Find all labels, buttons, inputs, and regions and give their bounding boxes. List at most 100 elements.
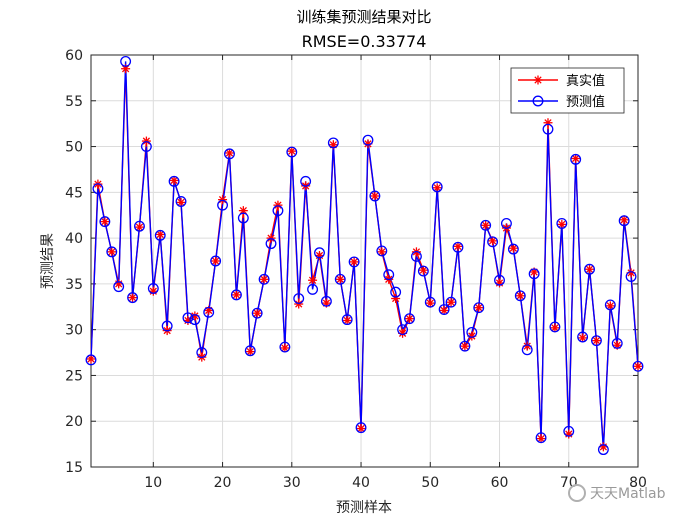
data-point-predicted — [369, 190, 381, 202]
data-point-predicted — [161, 320, 173, 332]
data-point-predicted — [147, 283, 159, 294]
data-point-predicted — [134, 220, 145, 232]
data-point-predicted — [618, 215, 630, 227]
data-point-actual — [211, 256, 221, 266]
data-point-predicted — [542, 123, 554, 135]
data-point-predicted — [556, 218, 568, 229]
legend-label-actual: 真实值 — [566, 73, 605, 89]
data-point-actual — [515, 291, 525, 301]
data-point-predicted — [320, 295, 332, 307]
data-point-actual — [349, 257, 359, 267]
data-point-predicted — [591, 335, 602, 347]
data-point-actual — [294, 299, 304, 309]
data-point-actual — [598, 442, 608, 452]
data-point-predicted — [334, 273, 346, 285]
legend-marker-predicted — [532, 95, 544, 107]
data-point-predicted — [272, 205, 284, 217]
data-point-actual — [224, 148, 234, 158]
data-point-predicted — [431, 181, 443, 193]
data-point-actual — [522, 341, 532, 351]
data-point-predicted — [348, 256, 360, 268]
data-point-predicted — [473, 302, 485, 314]
data-point-predicted — [570, 153, 582, 165]
data-point-actual — [280, 343, 290, 353]
data-point-predicted — [127, 292, 138, 304]
data-point-predicted — [528, 268, 540, 280]
data-point-predicted — [189, 314, 201, 326]
data-point-predicted — [217, 199, 229, 211]
data-point-predicted — [480, 219, 492, 231]
data-point-actual — [218, 195, 228, 205]
x-tick-label: 40 — [352, 475, 370, 491]
data-point-predicted — [383, 269, 395, 281]
data-point-predicted — [230, 289, 242, 301]
data-point-actual — [425, 298, 435, 308]
x-tick-label: 20 — [214, 475, 232, 491]
data-point-actual — [453, 241, 463, 251]
y-axis-label: 预测结果 — [40, 233, 56, 289]
data-point-predicted — [258, 273, 270, 285]
data-point-predicted — [417, 265, 429, 277]
data-point-predicted — [604, 299, 616, 311]
y-tick-label: 45 — [65, 185, 83, 201]
data-point-actual — [252, 308, 262, 318]
watermark-text: 天天Matlab — [590, 486, 666, 502]
data-point-predicted — [410, 250, 422, 262]
data-point-predicted — [265, 238, 277, 250]
x-axis-label: 预测样本 — [336, 500, 392, 516]
data-point-predicted — [307, 283, 319, 295]
data-point-actual — [370, 191, 380, 201]
data-point-actual — [134, 222, 144, 232]
data-point-actual — [100, 217, 110, 227]
data-point-actual — [405, 314, 415, 324]
data-point-predicted — [549, 321, 561, 333]
data-point-predicted — [404, 313, 415, 325]
data-point-predicted — [314, 247, 325, 259]
data-point-actual — [557, 219, 567, 229]
data-point-predicted — [438, 304, 450, 315]
y-tick-label: 15 — [65, 460, 83, 476]
legend-marker-actual — [533, 75, 543, 85]
watermark-logo-icon — [568, 484, 586, 502]
data-point-actual — [155, 229, 165, 239]
y-tick-label: 25 — [65, 368, 83, 384]
series-line-predicted — [90, 61, 639, 450]
data-point-predicted — [341, 314, 353, 326]
data-point-predicted — [224, 148, 235, 160]
data-point-predicted — [611, 337, 623, 349]
data-point-actual — [536, 434, 546, 444]
data-point-predicted — [175, 196, 187, 207]
y-tick-label: 50 — [65, 140, 83, 156]
legend-label-predicted: 预测值 — [566, 94, 605, 110]
data-point-predicted — [397, 324, 409, 336]
y-tick-label: 40 — [65, 231, 83, 247]
data-point-predicted — [535, 432, 547, 444]
data-point-predicted — [203, 306, 215, 318]
data-point-actual — [619, 215, 629, 225]
data-point-actual — [550, 323, 560, 333]
x-tick-label: 80 — [629, 475, 647, 491]
data-point-predicted — [466, 326, 478, 338]
data-point-actual — [460, 341, 470, 351]
data-point-predicted — [106, 246, 118, 258]
data-point-predicted — [286, 146, 298, 158]
data-point-predicted — [120, 55, 132, 67]
data-point-actual — [585, 264, 595, 274]
watermark: 天天Matlab — [568, 483, 666, 503]
data-point-actual — [488, 236, 498, 246]
data-point-predicted — [210, 255, 222, 267]
data-point-predicted — [154, 229, 166, 241]
data-point-predicted — [494, 274, 505, 286]
data-point-predicted — [113, 281, 125, 293]
data-point-predicted — [521, 344, 533, 356]
data-point-predicted — [445, 296, 457, 308]
data-point-predicted — [99, 216, 111, 228]
data-point-actual — [176, 197, 186, 207]
x-tick-label: 10 — [144, 475, 162, 491]
data-point-predicted — [196, 347, 208, 359]
data-point-predicted — [487, 236, 499, 248]
data-point-actual — [418, 265, 428, 275]
data-point-actual — [169, 175, 179, 185]
x-tick-label: 60 — [491, 475, 509, 491]
data-point-predicted — [237, 212, 249, 224]
